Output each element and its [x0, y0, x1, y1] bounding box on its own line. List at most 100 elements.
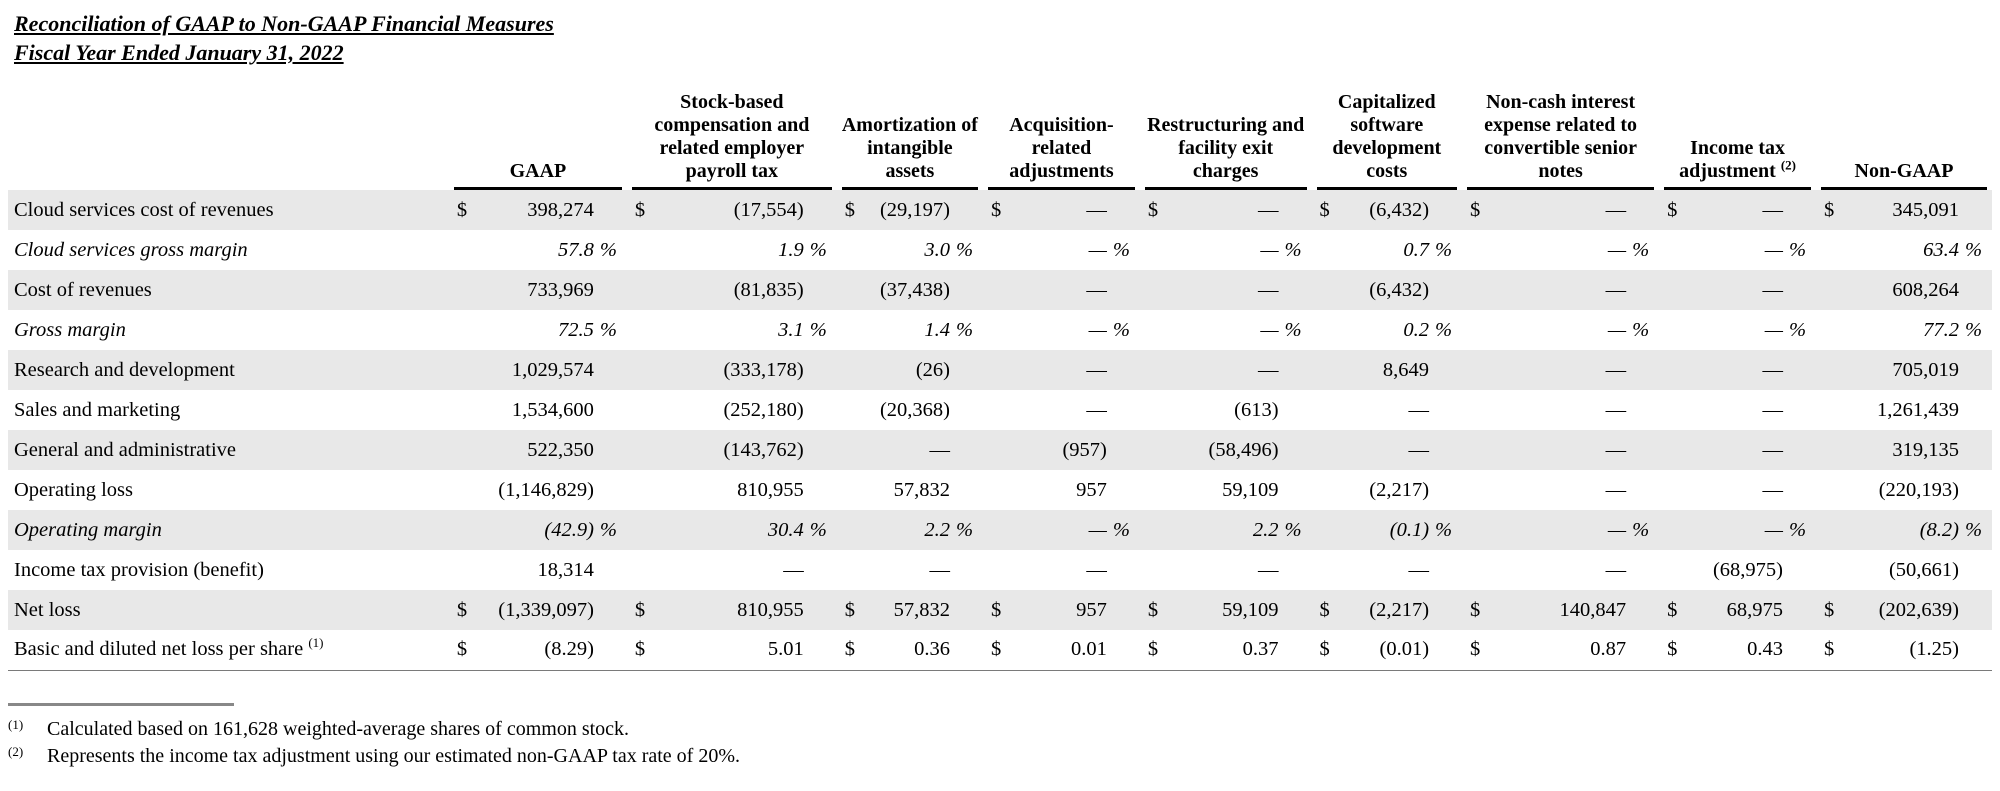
cell-value: 8,649 [1382, 358, 1430, 381]
table-cell: (220,193) [1816, 470, 1992, 510]
cell-value: 59,109 [1222, 598, 1279, 621]
cell-value: 1,534,600 [511, 398, 594, 421]
table-cell: — [983, 390, 1140, 430]
currency-symbol: $ [1470, 198, 1481, 221]
cell-value: — [1260, 318, 1279, 341]
currency-symbol: $ [1470, 598, 1481, 621]
table-cell: — [1140, 270, 1312, 310]
cell-value: 72.5 [558, 318, 594, 341]
cell-value: — [1762, 438, 1784, 461]
cell-value: 608,264 [1892, 278, 1959, 301]
table-cell: 608,264 [1816, 270, 1992, 310]
cell-value: — [1605, 478, 1627, 501]
currency-symbol: $ [1824, 598, 1835, 621]
table-cell: $0.87 [1462, 630, 1660, 671]
currency-symbol: $ [456, 598, 468, 621]
table-cell: 1.9% [627, 230, 837, 270]
cell-value: — [1086, 278, 1107, 301]
cell-value: 57.8 [558, 238, 594, 261]
table-cell: 30.4% [627, 510, 837, 550]
cell-value: — [1088, 518, 1107, 541]
cell-value: 5.01 [767, 638, 804, 661]
cell-value: 0.36 [914, 638, 951, 661]
percent-suffix: % [1435, 238, 1453, 261]
cell-value: 77.2 [1923, 318, 1959, 341]
cell-value: (17,554) [733, 198, 804, 221]
table-cell: — [1140, 350, 1312, 390]
percent-suffix: % [809, 518, 827, 541]
currency-symbol: $ [1824, 198, 1835, 221]
table-cell: —% [1462, 510, 1659, 550]
table-cell: —% [1140, 230, 1312, 270]
cell-value: (8.29) [544, 638, 594, 661]
table-cell: 63.4% [1816, 230, 1992, 270]
table-cell: 522,350 [449, 430, 627, 470]
currency-symbol: $ [1319, 638, 1330, 661]
table-cell: (8.2)% [1816, 510, 1992, 550]
cell-value: — [1762, 358, 1784, 381]
reconciliation-table: GAAP Stock-based compensation and related… [8, 72, 1992, 671]
cell-value: 810,955 [737, 478, 804, 501]
currency-symbol: $ [844, 598, 856, 621]
table-cell: — [1462, 430, 1659, 470]
column-header-label: Stock-based compensation and related emp… [631, 91, 832, 190]
table-cell: $68,975 [1659, 590, 1816, 630]
cell-value: 522,350 [527, 438, 594, 461]
cell-value: — [1088, 318, 1107, 341]
column-header: Non-cash interest expense related to con… [1462, 72, 1659, 190]
table-cell: —% [1659, 230, 1816, 270]
footnote-text: Calculated based on 161,628 weighted-ave… [47, 717, 630, 740]
cell-value: — [1762, 398, 1784, 421]
percent-suffix: % [1112, 318, 1130, 341]
table-cell: $398,274 [449, 190, 627, 230]
currency-symbol: $ [1470, 638, 1481, 661]
table-cell: 72.5% [449, 310, 627, 350]
percent-suffix: % [809, 318, 827, 341]
currency-symbol: $ [1667, 638, 1678, 661]
percent-suffix: % [599, 518, 617, 541]
percent-suffix: % [956, 518, 974, 541]
column-header-superscript: (2) [1780, 157, 1796, 173]
cell-value: — [1408, 398, 1430, 421]
column-header: Restructuring and facility exit charges [1140, 72, 1312, 190]
table-cell: (613) [1140, 390, 1312, 430]
table-header-row: GAAP Stock-based compensation and related… [8, 72, 1992, 190]
table-row: General and administrative 522,350 (143,76… [8, 430, 1992, 470]
column-header-label: Amortization of intangible assets [841, 114, 979, 190]
table-cell: 3.1% [627, 310, 837, 350]
table-cell: $0.01 [983, 630, 1140, 671]
cell-value: 1.4 [924, 318, 951, 341]
currency-symbol: $ [634, 198, 646, 221]
table-cell: —% [1462, 230, 1659, 270]
table-cell: — [1140, 550, 1312, 590]
table-row: Cloud services cost of revenues $398,274 $… [8, 190, 1992, 230]
currency-symbol: $ [1147, 598, 1159, 621]
table-cell: 810,955 [627, 470, 837, 510]
cell-value: 957 [1076, 598, 1107, 621]
table-cell: $0.43 [1659, 630, 1816, 671]
row-label: Research and development [14, 358, 235, 381]
table-cell: 77.2% [1816, 310, 1992, 350]
table-cell: $ (2,217) [1312, 590, 1462, 630]
table-cell: — [983, 550, 1140, 590]
row-label: Sales and marketing [14, 398, 181, 421]
table-cell: 0.7% [1312, 230, 1462, 270]
cell-value: — [1764, 518, 1783, 541]
table-cell: $345,091 [1816, 190, 1992, 230]
column-header-label: Capitalized software development costs [1316, 91, 1458, 190]
cell-value: (6,432) [1369, 198, 1430, 221]
currency-symbol: $ [1319, 598, 1330, 621]
table-cell: 1,534,600 [449, 390, 627, 430]
row-label: Basic and diluted net loss per share (1) [8, 630, 449, 671]
cell-value: (333,178) [723, 358, 804, 381]
cell-value: 1.9 [778, 238, 804, 261]
percent-suffix: % [1284, 238, 1302, 261]
footnote-text: Represents the income tax adjustment usi… [47, 744, 740, 767]
cell-value: (1.25) [1909, 638, 1959, 661]
cell-value: 2.2 [1252, 518, 1279, 541]
table-cell: (20,368) [837, 390, 983, 430]
cell-value: — [1086, 358, 1107, 381]
currency-symbol: $ [634, 638, 646, 661]
column-header: Income tax adjustment (2) [1659, 72, 1816, 190]
table-row: Cost of revenues 733,969 (81,835) (37,438) —… [8, 270, 1992, 310]
